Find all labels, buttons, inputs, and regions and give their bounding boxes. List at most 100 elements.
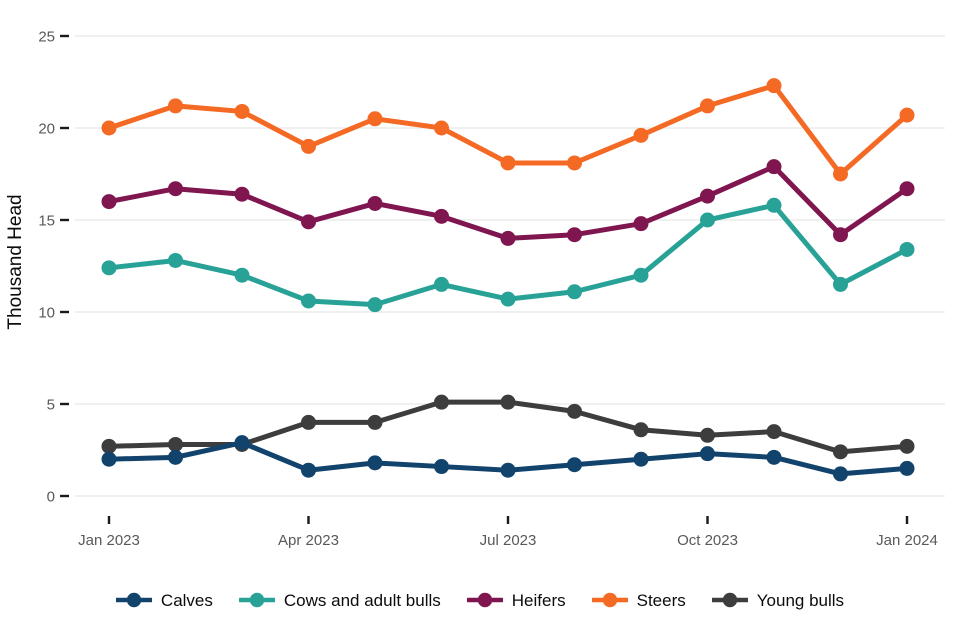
data-point: [500, 155, 516, 171]
data-point: [633, 267, 649, 283]
data-point: [234, 267, 250, 283]
data-point: [301, 293, 316, 309]
data-point: [367, 455, 383, 471]
data-point: [567, 227, 582, 243]
data-point: [168, 181, 183, 197]
data-point: [234, 103, 250, 119]
y-axis-title: Thousand Head: [5, 194, 26, 329]
data-point: [500, 462, 516, 478]
data-point: [899, 241, 915, 257]
data-point: [367, 111, 383, 127]
data-point: [301, 414, 316, 430]
data-point: [700, 188, 715, 204]
data-point: [434, 394, 449, 410]
data-point: [766, 424, 782, 440]
data-point: [766, 78, 782, 94]
legend-label: Young bulls: [756, 590, 845, 610]
legend-label: Heifers: [511, 590, 566, 610]
data-point: [168, 252, 183, 268]
data-point: [500, 394, 516, 410]
data-point: [833, 166, 848, 182]
legend-marker-icon: [466, 592, 503, 608]
series-line: [106, 164, 910, 241]
y-axis-tick-labels: 0 5 10 15 20 25: [38, 28, 55, 505]
y-axis-ticks: [60, 34, 69, 498]
data-point: [833, 276, 848, 292]
data-point: [168, 449, 183, 465]
data-point: [567, 457, 582, 473]
data-point: [101, 438, 117, 454]
legend: Calves Cows and adult bulls Heifers Steers Y…: [0, 578, 960, 622]
data-point: [899, 107, 915, 123]
data-point: [700, 212, 715, 228]
data-point: [833, 227, 848, 243]
y-tick-label: 20: [38, 120, 55, 137]
legend-item-cows-and-adult-bulls: Cows and adult bulls: [238, 591, 441, 609]
data-point: [700, 98, 715, 114]
data-point: [700, 446, 715, 462]
data-point: [833, 444, 848, 460]
data-point: [766, 159, 782, 175]
legend-dot: [722, 592, 737, 608]
data-point: [101, 194, 117, 210]
data-point: [899, 181, 915, 197]
legend-item-calves: Calves: [115, 591, 213, 609]
data-point: [101, 120, 117, 136]
legend-dot: [477, 592, 492, 608]
x-tick-label: Oct 2023: [677, 532, 738, 549]
data-point: [367, 414, 383, 430]
series-steers: [101, 78, 915, 182]
data-point: [567, 155, 582, 171]
x-tick-label: Jul 2023: [480, 532, 537, 549]
y-tick-label: 15: [38, 212, 55, 229]
legend-marker-icon: [711, 592, 748, 608]
data-point: [567, 403, 582, 419]
data-point: [766, 449, 782, 465]
y-tick-label: 10: [38, 304, 55, 321]
legend-dot: [602, 592, 617, 608]
data-point: [500, 291, 516, 307]
data-point: [434, 276, 449, 292]
legend-item-steers: Steers: [591, 590, 686, 610]
data-point: [833, 466, 848, 482]
data-point: [301, 462, 316, 478]
legend-dot: [249, 592, 265, 608]
line-chart: 0 5 10 15 20 25 Jan 2023 Apr 2023 Jul 2023 Oct 2…: [5, 28, 945, 549]
data-point: [899, 460, 915, 476]
data-point: [234, 435, 250, 451]
y-tick-label: 5: [47, 396, 55, 413]
data-point: [367, 297, 383, 313]
data-point: [434, 208, 449, 224]
data-point: [899, 438, 915, 454]
data-point: [633, 127, 649, 143]
data-point: [168, 436, 183, 452]
x-tick-label: Jan 2023: [78, 532, 140, 549]
data-point: [101, 451, 117, 467]
data-point: [301, 138, 316, 154]
data-point: [434, 459, 449, 475]
data-point: [633, 451, 649, 467]
data-point: [700, 427, 715, 443]
data-point: [234, 186, 250, 202]
data-point: [633, 216, 649, 232]
legend-item-young-bulls: Young bulls: [711, 590, 845, 610]
legend-label: Steers: [636, 590, 686, 610]
series-calves: [101, 435, 915, 482]
data-point: [633, 422, 649, 438]
data-point: [367, 195, 383, 211]
legend-marker-icon: [115, 592, 152, 608]
x-tick-label: Apr 2023: [278, 532, 339, 549]
legend-dot: [126, 592, 142, 608]
x-axis-ticks: [107, 516, 909, 524]
data-point: [168, 98, 183, 114]
y-tick-label: 25: [38, 28, 55, 45]
data-point: [500, 230, 516, 246]
data-point: [301, 214, 316, 230]
data-point: [101, 260, 117, 276]
series-cows-and-adult-bulls: [101, 197, 915, 313]
data-point: [567, 284, 582, 300]
y-gridlines: [75, 35, 945, 497]
legend-marker-icon: [591, 592, 628, 608]
series-heifers: [101, 159, 915, 246]
